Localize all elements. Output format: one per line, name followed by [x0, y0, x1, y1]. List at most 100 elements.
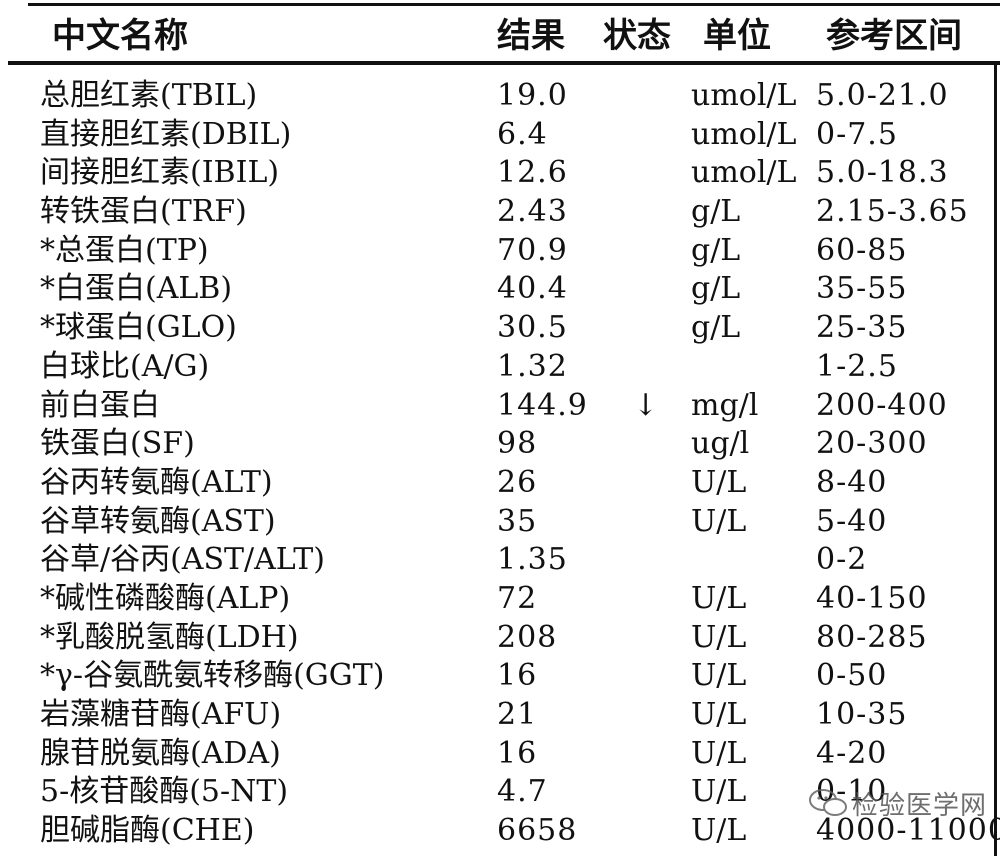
table-row: 间接胆红素(IBIL) 12.6 umol/L 5.0-18.3 — [0, 154, 1000, 193]
row-unit: U/L — [691, 580, 747, 616]
table-row: 铁蛋白(SF) 98 ug/l 20-300 — [0, 425, 1000, 464]
header-rule — [8, 61, 1000, 65]
row-reference: 80-285 — [816, 619, 928, 655]
row-reference: 8-40 — [816, 464, 888, 500]
row-unit: U/L — [691, 813, 747, 849]
row-reference: 1-2.5 — [816, 348, 898, 384]
table-row: *碱性磷酸酶(ALP) 72 U/L 40-150 — [0, 580, 1000, 619]
header-reference: 参考区间 — [826, 16, 962, 56]
row-unit: umol/L — [691, 155, 797, 191]
row-result: 144.9 — [497, 387, 588, 423]
row-reference: 5.0-21.0 — [816, 78, 949, 113]
row-result: 1.35 — [497, 542, 568, 578]
row-result: 98 — [497, 426, 538, 462]
table-row: 胆碱脂酶(CHE) 6658 U/L 4000-11000 — [0, 812, 1000, 851]
table-row: *总蛋白(TP) 70.9 g/L 60-85 — [0, 232, 1000, 271]
row-result: 30.5 — [497, 310, 568, 346]
row-name: 铁蛋白(SF) — [40, 426, 195, 462]
row-result: 6658 — [497, 813, 578, 849]
row-unit: U/L — [691, 464, 747, 500]
chat-bubbles-icon — [809, 789, 847, 816]
row-reference: 4000-11000 — [816, 813, 1000, 849]
row-unit: umol/L — [691, 78, 797, 113]
lab-results-table: 总胆红素(TBIL) 19.0 umol/L 5.0-21.0 直接胆红素(DBIL) 6… — [0, 77, 1000, 851]
row-reference: 0-2 — [816, 542, 868, 578]
table-row: *γ-谷氨酰氨转移酶(GGT) 16 U/L 0-50 — [0, 657, 1000, 696]
row-name: *乳酸脱氢酶(LDH) — [40, 619, 299, 655]
row-result: 2.43 — [497, 194, 568, 230]
table-row: 总胆红素(TBIL) 19.0 umol/L 5.0-21.0 — [0, 77, 1000, 116]
row-result: 208 — [497, 619, 558, 655]
row-reference: 20-300 — [816, 426, 928, 462]
table-row: 转铁蛋白(TRF) 2.43 g/L 2.15-3.65 — [0, 193, 1000, 232]
row-name: 腺苷脱氨酶(ADA) — [40, 735, 281, 771]
row-name: 谷草/谷丙(AST/ALT) — [40, 542, 325, 578]
row-unit: g/L — [691, 232, 741, 268]
row-name: *白蛋白(ALB) — [40, 271, 233, 307]
row-result: 6.4 — [497, 116, 548, 152]
table-row: 白球比(A/G) 1.32 1-2.5 — [0, 348, 1000, 387]
table-row: *白蛋白(ALB) 40.4 g/L 35-55 — [0, 270, 1000, 309]
row-result: 19.0 — [497, 78, 568, 113]
row-name: *总蛋白(TP) — [40, 232, 209, 268]
row-unit: U/L — [691, 503, 747, 539]
row-name: *碱性磷酸酶(ALP) — [40, 580, 291, 616]
row-reference: 60-85 — [816, 232, 908, 268]
row-name: 直接胆红素(DBIL) — [40, 116, 292, 152]
row-name: *γ-谷氨酰氨转移酶(GGT) — [40, 658, 385, 694]
row-result: 26 — [497, 464, 538, 500]
row-unit: g/L — [691, 310, 741, 346]
table-row: 谷草转氨酶(AST) 35 U/L 5-40 — [0, 503, 1000, 542]
row-name: 白球比(A/G) — [40, 348, 210, 384]
row-result: 21 — [497, 697, 538, 732]
table-row: 腺苷脱氨酶(ADA) 16 U/L 4-20 — [0, 735, 1000, 774]
row-result: 12.6 — [497, 155, 568, 191]
row-reference: 25-35 — [816, 310, 908, 346]
row-unit: U/L — [691, 619, 747, 655]
row-unit: g/L — [691, 194, 741, 230]
row-reference: 35-55 — [816, 271, 908, 307]
table-row: *乳酸脱氢酶(LDH) 208 U/L 80-285 — [0, 619, 1000, 658]
row-unit: umol/L — [691, 116, 797, 152]
table-row: 前白蛋白 144.9 ↓ mg/l 200-400 — [0, 387, 1000, 426]
row-name: 谷草转氨酶(AST) — [40, 503, 276, 539]
row-reference: 10-35 — [816, 697, 908, 732]
row-reference: 4-20 — [816, 735, 888, 771]
row-reference: 40-150 — [816, 580, 928, 616]
row-reference: 2.15-3.65 — [816, 194, 969, 230]
table-row: 谷草/谷丙(AST/ALT) 1.35 0-2 — [0, 541, 1000, 580]
table-row: 直接胆红素(DBIL) 6.4 umol/L 0-7.5 — [0, 116, 1000, 155]
row-unit: mg/l — [691, 387, 759, 423]
row-reference: 5-40 — [816, 503, 888, 539]
right-rule — [994, 61, 997, 856]
row-name: 总胆红素(TBIL) — [40, 78, 258, 113]
header-status: 状态 — [603, 16, 671, 56]
watermark-text: 检验医学网 — [852, 790, 988, 821]
row-unit: U/L — [691, 735, 747, 771]
watermark: 检验医学网 — [808, 783, 987, 823]
row-unit: U/L — [691, 774, 747, 810]
top-rule — [28, 3, 1000, 6]
header-unit: 单位 — [703, 16, 771, 56]
row-reference: 5.0-18.3 — [816, 155, 949, 191]
row-name: 5-核苷酸酶(5-NT) — [40, 774, 289, 810]
row-name: 谷丙转氨酶(ALT) — [40, 464, 273, 500]
row-result: 70.9 — [497, 232, 568, 268]
row-result: 4.7 — [497, 774, 548, 810]
row-result: 1.32 — [497, 348, 568, 384]
table-row: 岩藻糖苷酶(AFU) 21 U/L 10-35 — [0, 696, 1000, 735]
table-row: 谷丙转氨酶(ALT) 26 U/L 8-40 — [0, 464, 1000, 503]
row-unit: U/L — [691, 658, 747, 694]
row-name: 间接胆红素(IBIL) — [40, 155, 280, 191]
table-row: 5-核苷酸酶(5-NT) 4.7 U/L 0-10 — [0, 773, 1000, 812]
row-result: 72 — [497, 580, 538, 616]
row-result: 35 — [497, 503, 538, 539]
row-reference: 0-50 — [816, 658, 888, 694]
row-result: 40.4 — [497, 271, 568, 307]
row-name: 胆碱脂酶(CHE) — [40, 813, 255, 849]
row-reference: 0-7.5 — [816, 116, 898, 152]
header-result: 结果 — [497, 16, 565, 56]
row-name: *球蛋白(GLO) — [40, 310, 237, 346]
row-result: 16 — [497, 658, 538, 694]
row-unit: ug/l — [691, 426, 750, 462]
